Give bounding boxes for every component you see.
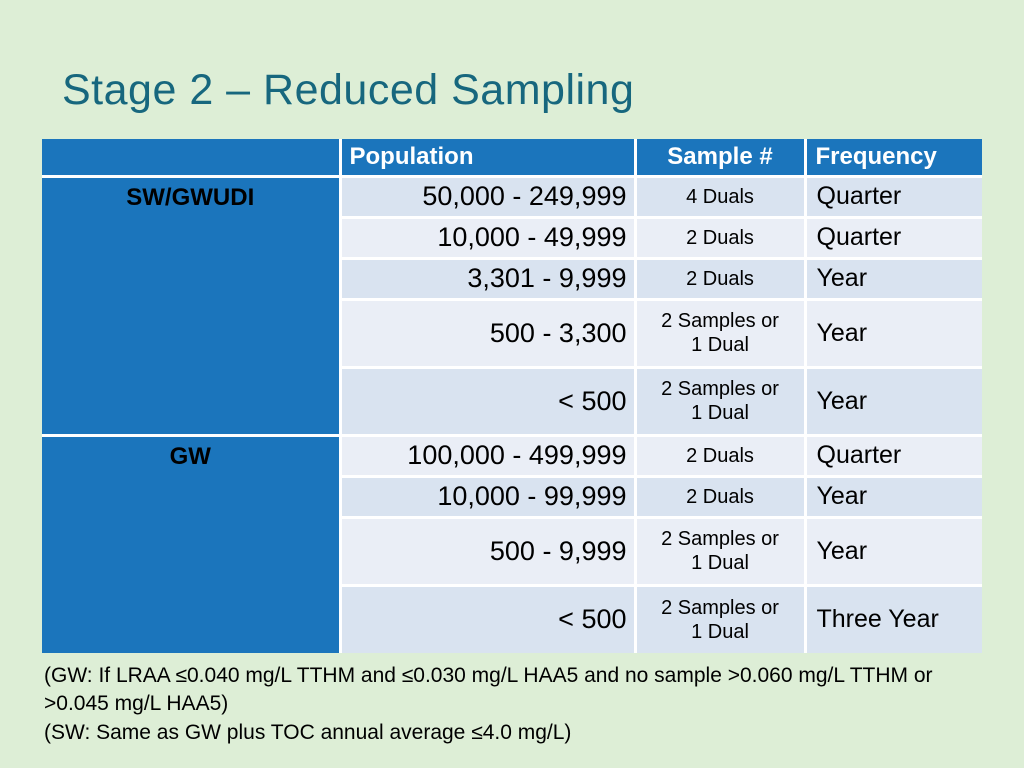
category-cell-gw: GW bbox=[40, 433, 342, 655]
sample-cell: 4 Duals bbox=[633, 174, 807, 219]
table-row: GW 100,000 - 499,999 2 Duals Quarter bbox=[40, 433, 984, 655]
population-cell: 10,000 - 99,999 bbox=[338, 474, 637, 519]
frequency-cell: Year bbox=[803, 365, 984, 437]
population-cell: < 500 bbox=[338, 583, 637, 655]
population-cell: 10,000 - 49,999 bbox=[338, 215, 637, 260]
sample-cell: 2 Duals bbox=[633, 433, 807, 478]
header-cell-sample: Sample # bbox=[633, 137, 807, 178]
header-cell-blank bbox=[40, 137, 342, 178]
population-cell: 500 - 3,300 bbox=[338, 297, 637, 369]
frequency-cell: Year bbox=[803, 297, 984, 369]
footnote-gw: (GW: If LRAA ≤0.040 mg/L TTHM and ≤0.030… bbox=[44, 664, 933, 716]
population-cell: < 500 bbox=[338, 365, 637, 437]
sample-cell: 2 Samples or 1 Dual bbox=[633, 297, 807, 369]
table-row: 500 - 9,999 2 Samples or 1 Dual Year bbox=[42, 515, 984, 587]
table-row: 10,000 - 49,999 2 Duals Quarter bbox=[42, 215, 984, 260]
table-row: < 500 2 Samples or 1 Dual Year bbox=[42, 365, 984, 437]
sample-cell: 2 Duals bbox=[633, 256, 807, 301]
population-cell: 50,000 - 249,999 bbox=[338, 174, 637, 219]
frequency-cell: Quarter bbox=[803, 215, 984, 260]
page-title: Stage 2 – Reduced Sampling bbox=[62, 66, 635, 114]
sample-cell: 2 Duals bbox=[633, 474, 807, 519]
sample-cell: 2 Samples or 1 Dual bbox=[633, 365, 807, 437]
frequency-cell: Quarter bbox=[803, 174, 984, 219]
sampling-table: Population Sample # Frequency SW/GWUDI 5… bbox=[40, 137, 984, 655]
frequency-cell: Quarter bbox=[803, 433, 984, 478]
category-cell-sw-gwudi: SW/GWUDI bbox=[40, 174, 342, 437]
table-header-row: Population Sample # Frequency bbox=[40, 137, 984, 178]
header-cell-population: Population bbox=[338, 137, 637, 178]
sample-cell: 2 Samples or 1 Dual bbox=[633, 583, 807, 655]
frequency-cell: Three Year bbox=[803, 583, 984, 655]
frequency-cell: Year bbox=[803, 474, 984, 519]
frequency-cell: Year bbox=[803, 256, 984, 301]
footnote-sw: (SW: Same as GW plus TOC annual average … bbox=[44, 720, 572, 744]
population-cell: 100,000 - 499,999 bbox=[338, 433, 637, 478]
footnotes: (GW: If LRAA ≤0.040 mg/L TTHM and ≤0.030… bbox=[44, 662, 984, 747]
population-cell: 500 - 9,999 bbox=[338, 515, 637, 587]
population-cell: 3,301 - 9,999 bbox=[338, 256, 637, 301]
table-row: SW/GWUDI 50,000 - 249,999 4 Duals Quarte… bbox=[40, 174, 984, 437]
frequency-cell: Year bbox=[803, 515, 984, 587]
sample-cell: 2 Samples or 1 Dual bbox=[633, 515, 807, 587]
sample-cell: 2 Duals bbox=[633, 215, 807, 260]
header-cell-frequency: Frequency bbox=[803, 137, 984, 178]
